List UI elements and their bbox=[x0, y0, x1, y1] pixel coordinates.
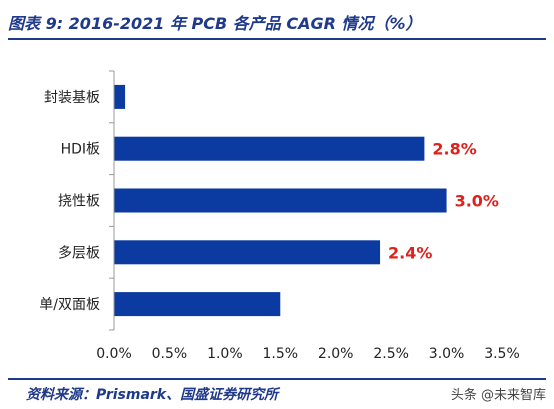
source-note: 资料来源：Prismark、国盛证券研究所 bbox=[26, 387, 279, 403]
category-label: HDI板 bbox=[61, 142, 100, 158]
category-label: 封装基板 bbox=[44, 89, 100, 106]
data-label: 3.0% bbox=[455, 192, 499, 211]
x-tick-label: 1.0% bbox=[207, 346, 243, 362]
title-divider bbox=[8, 38, 546, 40]
category-label: 挠性板 bbox=[58, 194, 100, 210]
bar bbox=[114, 136, 425, 161]
category-label: 多层板 bbox=[58, 244, 100, 261]
x-tick-label: 0.5% bbox=[152, 346, 188, 362]
x-tick-label: 2.5% bbox=[373, 346, 409, 362]
watermark: 头条 @未来智库 bbox=[450, 388, 546, 403]
bar bbox=[114, 292, 281, 317]
chart-title: 图表 9: 2016-2021 年 PCB 各产品 CAGR 情况（%） bbox=[8, 14, 422, 33]
x-tick-label: 1.5% bbox=[262, 346, 298, 362]
footer-divider bbox=[8, 378, 546, 380]
bar bbox=[114, 188, 447, 213]
category-label: 单/双面板 bbox=[39, 297, 100, 313]
x-tick-label: 2.0% bbox=[318, 346, 354, 362]
data-label: 2.4% bbox=[388, 243, 432, 262]
x-tick-label: 3.5% bbox=[484, 346, 520, 362]
x-tick-label: 3.0% bbox=[429, 346, 465, 362]
x-tick-label: 0.0% bbox=[96, 346, 132, 362]
bar bbox=[114, 84, 126, 109]
data-label: 2.8% bbox=[432, 140, 476, 159]
bar bbox=[114, 240, 381, 265]
